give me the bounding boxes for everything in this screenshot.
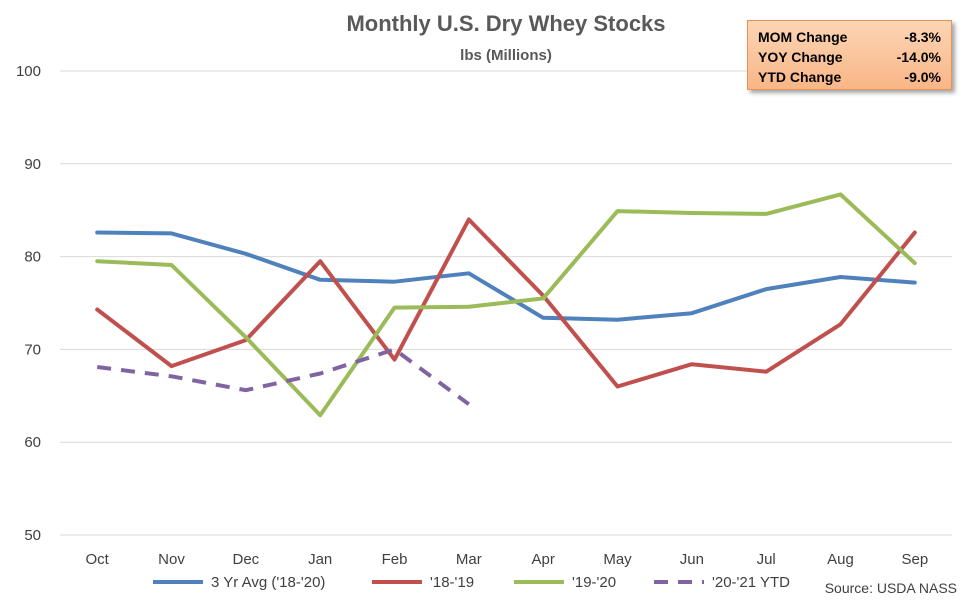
stat-value: -9.0%	[904, 69, 941, 85]
y-tick-label: 80	[24, 249, 41, 266]
stat-label: YOY Change	[758, 49, 843, 65]
legend-label: '20-'21 YTD	[712, 574, 790, 591]
legend-label: 3 Yr Avg ('18-'20)	[211, 574, 325, 591]
y-tick-label: 100	[16, 63, 41, 80]
series-line	[96, 347, 470, 406]
y-tick-label: 90	[24, 156, 41, 173]
x-tick-label: Mar	[456, 551, 482, 568]
x-tick-label: Jan	[308, 551, 332, 568]
series-lines	[95, 192, 917, 418]
x-tick-label: Feb	[382, 551, 408, 568]
x-tick-label: Jul	[757, 551, 776, 568]
x-tick-label: Jun	[680, 551, 704, 568]
y-tick-label: 70	[24, 341, 41, 358]
stat-row-yoy: YOY Change -14.0%	[758, 47, 941, 67]
series-line	[95, 192, 917, 418]
stat-value: -14.0%	[896, 49, 941, 65]
gridlines	[60, 70, 952, 536]
series-0	[95, 230, 917, 322]
chart-title: Monthly U.S. Dry Whey Stocks	[346, 11, 665, 36]
stat-row-mom: MOM Change -8.3%	[758, 27, 941, 47]
legend-label: '19-'20	[572, 574, 616, 591]
stat-label: YTD Change	[758, 69, 842, 85]
series-line	[95, 230, 917, 322]
stat-row-ytd: YTD Change -9.0%	[758, 67, 941, 87]
chart-subtitle: lbs (Millions)	[460, 47, 552, 64]
y-axis: 50 60 70 80 90 100	[16, 63, 41, 544]
y-tick-label: 60	[24, 434, 41, 451]
y-tick-label: 50	[24, 527, 41, 544]
legend: 3 Yr Avg ('18-'20) '18-'19 '19-'20 '20-'21 …	[153, 574, 790, 591]
change-summary-box: MOM Change -8.3% YOY Change -14.0% YTD C…	[747, 20, 952, 90]
series-line	[95, 217, 917, 389]
x-tick-label: Aug	[827, 551, 854, 568]
x-tick-label: Sep	[901, 551, 928, 568]
series-3	[96, 347, 470, 406]
stat-label: MOM Change	[758, 29, 848, 45]
legend-label: '18-'19	[430, 574, 474, 591]
x-tick-label: Nov	[158, 551, 185, 568]
x-tick-label: Oct	[85, 551, 109, 568]
x-tick-label: May	[603, 551, 632, 568]
x-tick-label: Dec	[232, 551, 259, 568]
stat-value: -8.3%	[904, 29, 941, 45]
x-tick-label: Apr	[531, 551, 554, 568]
source-note: Source: USDA NASS	[825, 580, 957, 596]
x-axis: Oct Nov Dec Jan Feb Mar Apr May Jun Jul Aug Sep	[85, 551, 928, 568]
series-2	[95, 192, 917, 418]
